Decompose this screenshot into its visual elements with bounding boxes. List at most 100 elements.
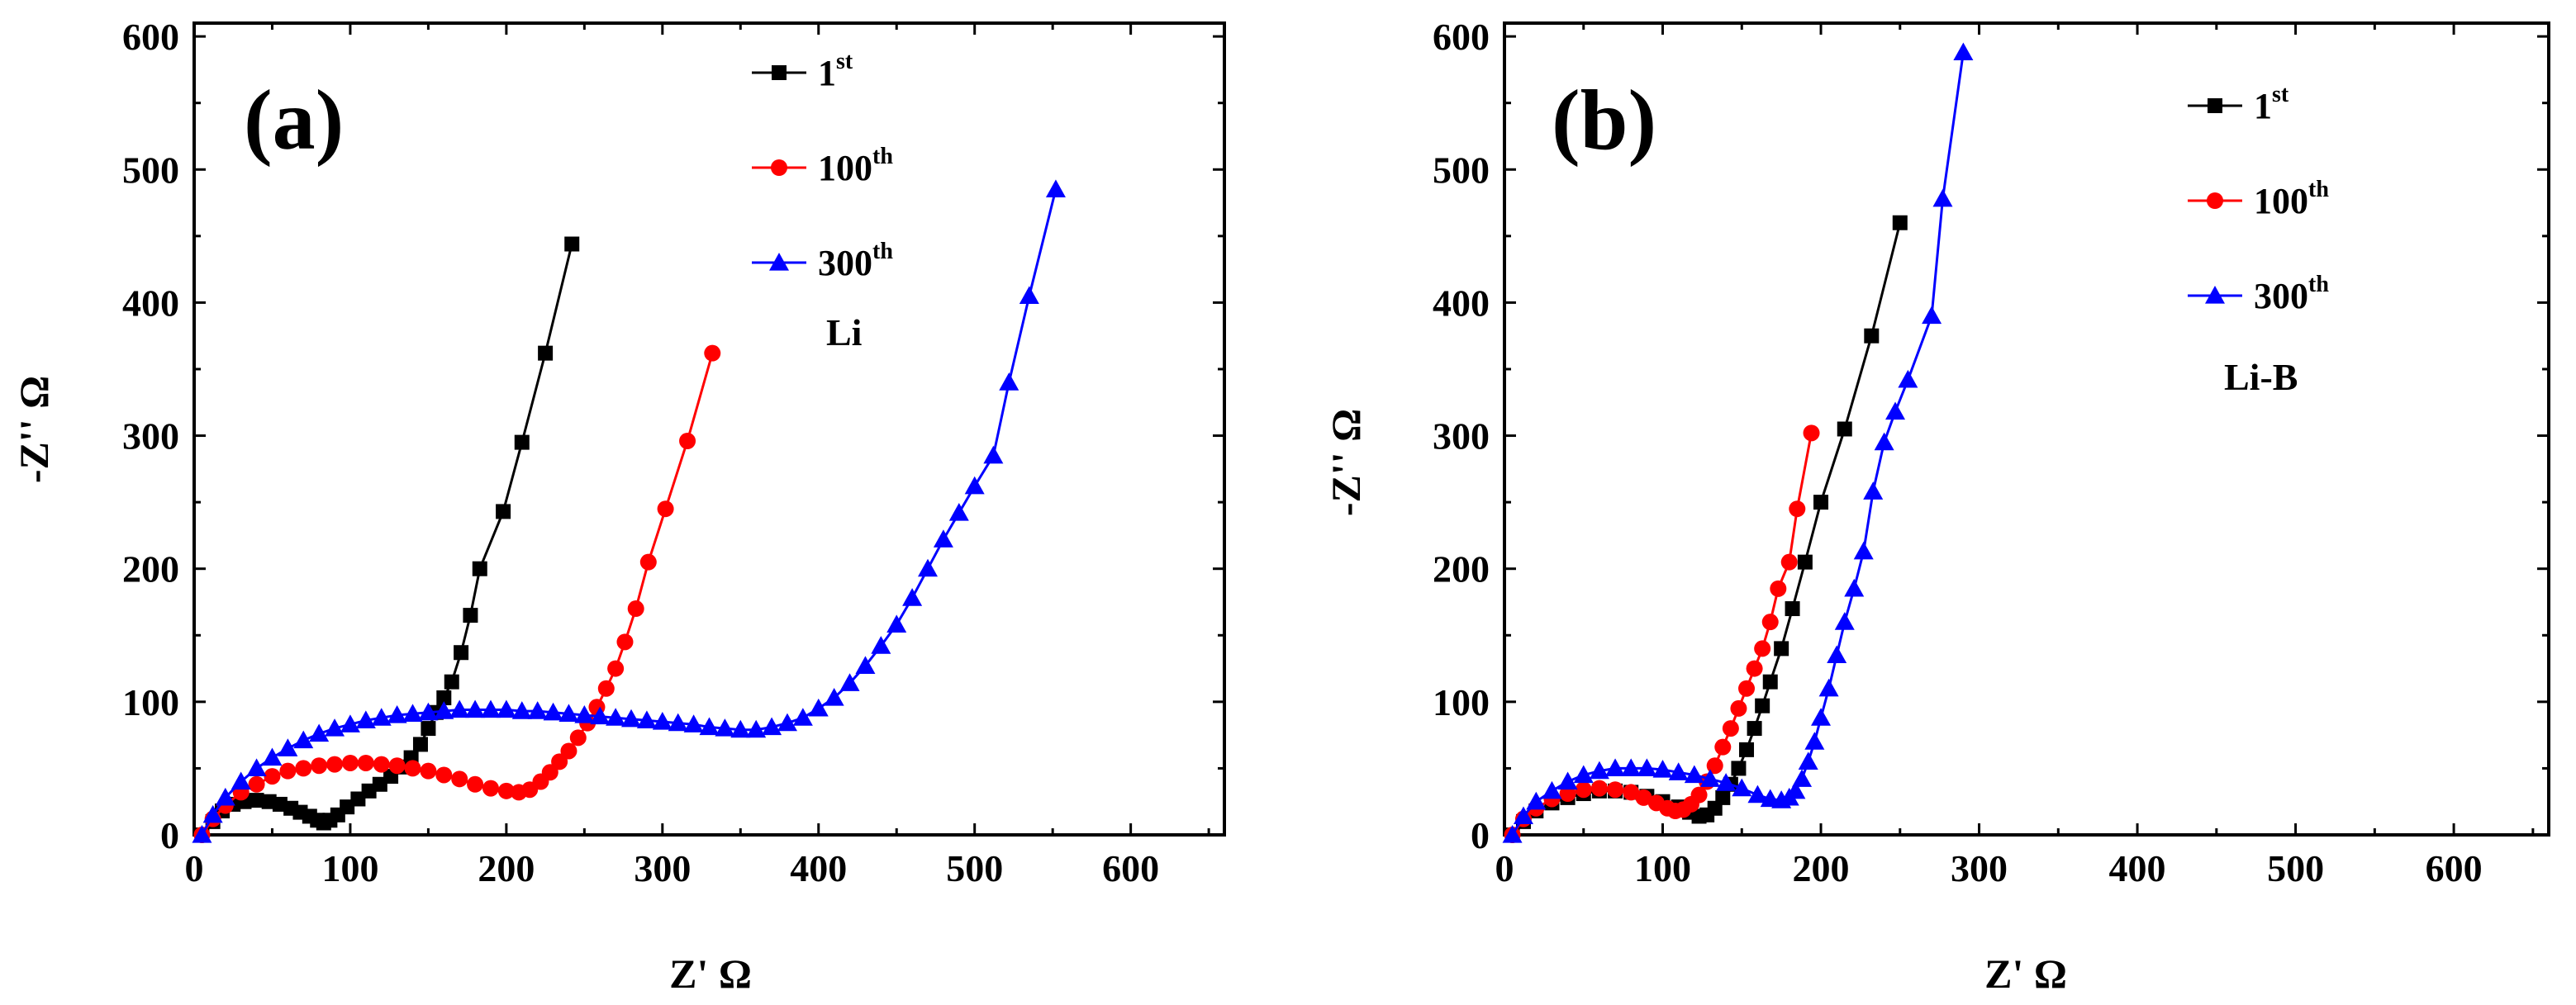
y-axis-title: -Z'' Ω	[1323, 409, 1369, 516]
data-point	[449, 699, 470, 718]
data-point	[454, 645, 469, 661]
series-300th	[192, 179, 1066, 843]
data-point	[886, 614, 907, 633]
data-point	[1557, 771, 1578, 790]
data-point	[1932, 188, 1953, 207]
data-point	[730, 719, 751, 738]
series-300th	[1502, 42, 1974, 843]
data-point	[1853, 541, 1874, 560]
data-point	[295, 760, 312, 777]
data-point	[551, 753, 568, 770]
data-point	[264, 768, 281, 785]
x-tick-label: 100	[1634, 847, 1691, 889]
data-point	[607, 660, 625, 677]
data-point	[357, 754, 374, 771]
data-point	[1922, 306, 1942, 325]
data-point	[1715, 789, 1731, 805]
panel-a: 0 100 200 300 400 500 600 0 100 200 300 400 500 600 (…	[11, 16, 1226, 997]
data-point	[1837, 421, 1852, 437]
data-point	[279, 762, 297, 780]
series-line	[201, 189, 1057, 836]
legend-item: 1st	[752, 49, 853, 93]
data-point	[1575, 781, 1592, 799]
data-point	[355, 710, 376, 729]
y-tick-label: 100	[1433, 681, 1490, 723]
data-point	[1874, 432, 1894, 451]
data-point	[463, 608, 478, 623]
data-point	[1811, 708, 1832, 726]
legend-item: 100th	[752, 144, 893, 188]
data-point	[902, 588, 923, 606]
series-line	[1511, 52, 1965, 836]
data-point	[373, 756, 390, 773]
plot-frame	[192, 21, 1226, 837]
y-tick-label: 400	[122, 282, 179, 324]
data-point	[1953, 42, 1974, 61]
data-point	[668, 713, 688, 732]
data-point	[482, 780, 499, 797]
data-point	[451, 770, 468, 788]
legend-item: 1st	[2188, 82, 2289, 126]
data-point	[215, 787, 235, 806]
data-point	[341, 754, 359, 771]
data-point	[309, 723, 330, 742]
data-point	[1605, 758, 1626, 777]
panel-label: (a)	[244, 73, 344, 168]
data-point	[1834, 612, 1855, 630]
x-tick-label: 200	[478, 847, 535, 889]
x-tick-label: 400	[790, 847, 847, 889]
legend-label: 100th	[818, 144, 893, 188]
data-point	[1590, 780, 1608, 797]
data-point	[231, 771, 251, 790]
data-point	[1732, 778, 1752, 797]
data-point	[1746, 660, 1763, 677]
series-100th	[193, 344, 721, 843]
data-point	[792, 708, 813, 726]
data-point	[278, 738, 298, 756]
data-point	[1827, 645, 1847, 664]
data-point	[1526, 791, 1547, 810]
data-point	[839, 673, 860, 691]
data-point	[543, 702, 563, 721]
data-point	[249, 793, 264, 808]
data-point	[472, 561, 487, 576]
x-tick-label: 600	[2426, 847, 2483, 889]
data-point	[435, 766, 453, 784]
data-point	[1747, 785, 1768, 804]
data-point	[704, 344, 721, 362]
data-point	[436, 690, 452, 706]
data-point	[1714, 738, 1732, 756]
data-point	[777, 713, 797, 732]
data-point	[657, 500, 674, 518]
series-1st	[194, 236, 580, 842]
legend-marker	[772, 65, 787, 80]
data-point	[538, 345, 554, 361]
legend-marker	[769, 253, 789, 271]
data-point	[1722, 720, 1739, 737]
data-point	[444, 674, 459, 690]
data-point	[340, 714, 360, 732]
data-point	[311, 757, 328, 775]
data-point	[1652, 760, 1673, 778]
y-axis-title: -Z'' Ω	[11, 376, 57, 483]
data-point	[683, 714, 704, 732]
y-tick-label: 0	[1471, 814, 1490, 856]
data-point	[467, 775, 484, 793]
data-point	[1731, 761, 1747, 776]
series-layer	[1502, 42, 1974, 843]
data-point	[246, 758, 267, 777]
data-point	[746, 719, 767, 738]
data-point	[1573, 765, 1594, 784]
data-point	[1797, 554, 1813, 570]
y-tick-label: 600	[122, 16, 179, 58]
data-point	[948, 503, 969, 521]
x-tick-label: 100	[321, 847, 378, 889]
x-tick-label: 200	[1793, 847, 1850, 889]
data-point	[762, 717, 782, 736]
legend-marker	[771, 159, 787, 176]
data-point	[1885, 401, 1906, 420]
legend-label: 1st	[818, 49, 853, 93]
data-point	[606, 708, 626, 726]
data-point	[1621, 758, 1642, 777]
x-tick-label: 0	[185, 847, 204, 889]
